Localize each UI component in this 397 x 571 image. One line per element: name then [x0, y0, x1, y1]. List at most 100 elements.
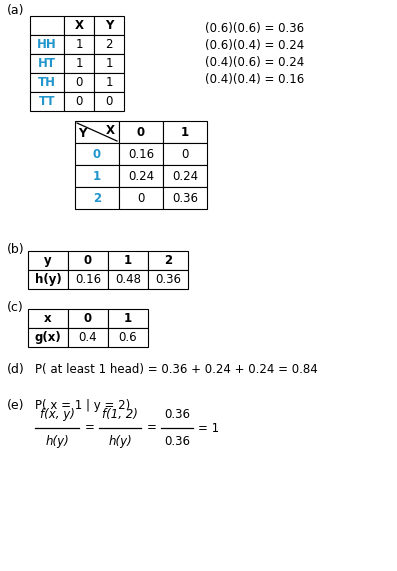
Text: 0.48: 0.48: [115, 273, 141, 286]
Text: 0: 0: [75, 76, 83, 89]
Bar: [75, 187, 119, 209]
Text: 0: 0: [75, 95, 83, 108]
Text: 0.24: 0.24: [172, 170, 198, 183]
Bar: [108, 270, 148, 289]
Bar: [30, 16, 64, 35]
Text: HT: HT: [38, 57, 56, 70]
Bar: [108, 309, 148, 328]
Text: =: =: [85, 421, 95, 435]
Text: 0.24: 0.24: [128, 170, 154, 183]
Bar: [94, 73, 124, 92]
Bar: [75, 165, 119, 187]
Text: X: X: [75, 19, 83, 32]
Bar: [163, 121, 207, 143]
Text: 0.36: 0.36: [164, 435, 190, 448]
Bar: [64, 16, 94, 35]
Text: 1: 1: [105, 57, 113, 70]
Bar: [94, 54, 124, 73]
Text: h(y): h(y): [108, 435, 132, 448]
Bar: [68, 251, 108, 270]
Text: X: X: [106, 124, 115, 137]
Text: 1: 1: [124, 254, 132, 267]
Bar: [108, 251, 148, 270]
Bar: [30, 54, 64, 73]
Text: 0.16: 0.16: [75, 273, 101, 286]
Bar: [163, 165, 207, 187]
Text: f(x, y): f(x, y): [40, 408, 75, 421]
Text: 0: 0: [181, 147, 189, 160]
Text: 1: 1: [124, 312, 132, 325]
Text: 1: 1: [181, 126, 189, 139]
Bar: [163, 187, 207, 209]
Text: P( x = 1 | y = 2): P( x = 1 | y = 2): [35, 399, 130, 412]
Text: HH: HH: [37, 38, 57, 51]
Text: 0.36: 0.36: [164, 408, 190, 421]
Text: x: x: [44, 312, 52, 325]
Bar: [64, 35, 94, 54]
Text: 0.16: 0.16: [128, 147, 154, 160]
Text: TT: TT: [39, 95, 55, 108]
Bar: [108, 328, 148, 347]
Text: Y: Y: [105, 19, 113, 32]
Text: 1: 1: [105, 76, 113, 89]
Text: P( at least 1 head) = 0.36 + 0.24 + 0.24 = 0.84: P( at least 1 head) = 0.36 + 0.24 + 0.24…: [35, 363, 318, 376]
Text: 0: 0: [105, 95, 113, 108]
Text: 1: 1: [93, 170, 101, 183]
Bar: [64, 92, 94, 111]
Text: (0.6)(0.6) = 0.36: (0.6)(0.6) = 0.36: [205, 22, 304, 35]
Text: g(x): g(x): [35, 331, 62, 344]
Text: 1: 1: [75, 57, 83, 70]
Text: 0: 0: [137, 191, 145, 204]
Text: (c): (c): [7, 301, 24, 314]
Text: (0.4)(0.6) = 0.24: (0.4)(0.6) = 0.24: [205, 56, 304, 69]
Bar: [75, 143, 119, 165]
Text: 0: 0: [84, 312, 92, 325]
Bar: [163, 143, 207, 165]
Text: =: =: [147, 421, 157, 435]
Text: (0.6)(0.4) = 0.24: (0.6)(0.4) = 0.24: [205, 39, 304, 52]
Text: (0.4)(0.4) = 0.16: (0.4)(0.4) = 0.16: [205, 73, 304, 86]
Bar: [30, 73, 64, 92]
Bar: [148, 251, 188, 270]
Bar: [68, 328, 108, 347]
Text: (b): (b): [7, 243, 25, 256]
Text: h(y): h(y): [35, 273, 62, 286]
Bar: [148, 270, 188, 289]
Text: (d): (d): [7, 363, 25, 376]
Text: y: y: [44, 254, 52, 267]
Text: 2: 2: [93, 191, 101, 204]
Bar: [30, 92, 64, 111]
Text: 0.4: 0.4: [79, 331, 97, 344]
Bar: [64, 54, 94, 73]
Text: Y: Y: [78, 127, 87, 140]
Bar: [28, 251, 68, 270]
Bar: [64, 73, 94, 92]
Text: 0.36: 0.36: [155, 273, 181, 286]
Text: 0.6: 0.6: [119, 331, 137, 344]
Bar: [68, 270, 108, 289]
Text: (e): (e): [7, 399, 25, 412]
Text: 2: 2: [164, 254, 172, 267]
Text: f(1, 2): f(1, 2): [102, 408, 138, 421]
Bar: [68, 309, 108, 328]
Text: 0.36: 0.36: [172, 191, 198, 204]
Bar: [119, 143, 163, 165]
Text: = 1: = 1: [198, 421, 219, 435]
Text: h(y): h(y): [45, 435, 69, 448]
Text: 2: 2: [105, 38, 113, 51]
Text: 0: 0: [93, 147, 101, 160]
Bar: [75, 121, 119, 143]
Text: (a): (a): [7, 4, 25, 17]
Bar: [28, 270, 68, 289]
Text: 0: 0: [137, 126, 145, 139]
Bar: [119, 121, 163, 143]
Bar: [94, 92, 124, 111]
Bar: [119, 165, 163, 187]
Text: 1: 1: [75, 38, 83, 51]
Bar: [30, 35, 64, 54]
Bar: [94, 16, 124, 35]
Bar: [28, 309, 68, 328]
Text: 0: 0: [84, 254, 92, 267]
Bar: [28, 328, 68, 347]
Bar: [119, 187, 163, 209]
